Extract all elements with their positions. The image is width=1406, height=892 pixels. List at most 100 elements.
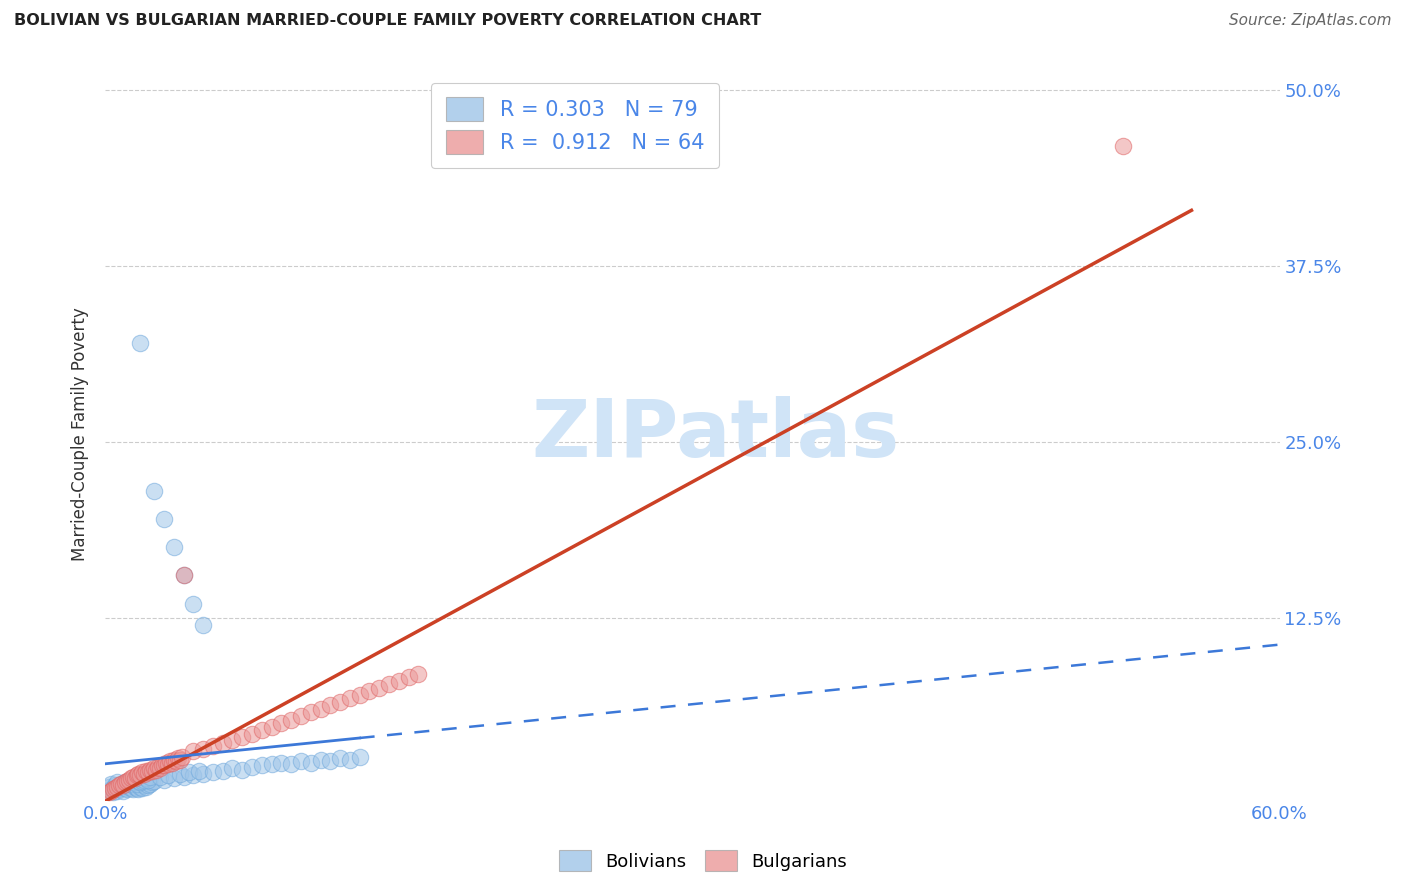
Point [408,667,430,681]
Point [260,720,283,734]
Point [108,778,131,792]
Point [146,760,169,774]
Point [118,780,141,794]
Point [104,778,127,792]
Point [319,754,342,768]
Point [111,784,134,798]
Point [169,753,191,767]
Point [121,770,143,784]
Point [181,597,204,611]
Point [98,785,121,799]
Point [221,733,243,747]
Point [100,777,122,791]
Point [191,767,214,781]
Point [319,698,342,712]
Point [111,778,134,792]
Point [191,617,214,632]
Point [110,780,132,794]
Point [129,775,152,789]
Point [159,754,181,768]
Point [339,753,361,767]
Point [139,770,162,784]
Point [280,714,302,728]
Point [368,681,391,695]
Point [111,778,134,792]
Point [145,763,167,777]
Point [135,780,157,794]
Point [120,777,142,791]
Point [105,784,128,798]
Legend: Bolivians, Bulgarians: Bolivians, Bulgarians [551,843,855,879]
Point [153,758,176,772]
Point [270,756,292,770]
Point [290,754,312,768]
Point [114,780,136,795]
Point [121,773,143,788]
Point [163,753,186,767]
Point [149,770,172,784]
Point [378,677,401,691]
Point [299,705,322,719]
Point [127,767,149,781]
Point [165,754,187,768]
Point [136,765,159,780]
Point [131,780,153,795]
Point [124,771,146,785]
Point [329,695,352,709]
Point [309,753,332,767]
Point [101,782,124,797]
Point [156,757,179,772]
Point [179,765,201,780]
Point [114,775,136,789]
Point [115,782,138,797]
Point [125,780,148,795]
Point [211,736,233,750]
Point [131,773,153,788]
Point [388,673,411,688]
Text: ZIPatlas: ZIPatlas [531,395,900,474]
Text: BOLIVIAN VS BULGARIAN MARRIED-COUPLE FAMILY POVERTY CORRELATION CHART: BOLIVIAN VS BULGARIAN MARRIED-COUPLE FAM… [14,13,761,29]
Point [201,739,224,753]
Point [299,756,322,770]
Point [173,568,195,582]
Point [349,750,371,764]
Point [115,773,138,788]
Point [173,568,195,582]
Point [143,761,166,775]
Point [166,751,188,765]
Point [260,757,283,772]
Point [163,540,186,554]
Point [125,777,148,791]
Point [250,723,273,738]
Point [398,670,420,684]
Point [118,772,141,787]
Point [221,761,243,775]
Legend: R = 0.303   N = 79, R =  0.912   N = 64: R = 0.303 N = 79, R = 0.912 N = 64 [432,83,718,169]
Point [98,780,121,794]
Point [105,780,128,794]
Point [240,727,263,741]
Point [181,768,204,782]
Point [240,760,263,774]
Point [290,709,312,723]
Point [156,768,179,782]
Point [125,768,148,782]
Point [143,773,166,788]
Point [110,777,132,791]
Point [104,782,127,797]
Point [153,512,176,526]
Point [129,336,152,351]
Point [149,761,172,775]
Point [160,756,183,770]
Point [359,683,381,698]
Point [139,763,162,777]
Point [153,772,176,787]
Point [100,782,122,797]
Point [110,777,132,791]
Point [98,784,121,798]
Point [231,731,253,745]
Point [101,785,124,799]
Point [339,690,361,705]
Point [163,771,186,785]
Point [191,741,214,756]
